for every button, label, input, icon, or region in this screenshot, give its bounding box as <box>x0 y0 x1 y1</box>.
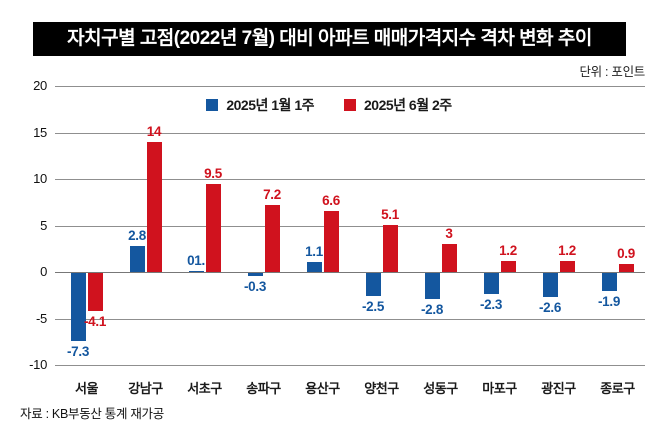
bar-jun-송파구 <box>264 205 280 272</box>
bar-value-jan-양천구: -2.5 <box>361 299 385 315</box>
source-label: 자료 : KB부동산 통계 재가공 <box>20 407 164 421</box>
bar-value-jun-성동구: 3 <box>445 226 453 242</box>
y-axis-tick-0: 0 <box>40 264 47 279</box>
unit-label: 단위 : 포인트 <box>579 65 645 79</box>
bar-jun-광진구 <box>559 260 575 272</box>
bar-jan-강남구 <box>129 245 145 272</box>
bar-value-jun-송파구: 7.2 <box>263 187 281 203</box>
x-axis-label-마포구: 마포구 <box>482 381 517 396</box>
bar-jun-양천구 <box>382 224 398 272</box>
chart-title: 자치구별 고점(2022년 7월) 대비 아파트 매매가격지수 격차 변화 추이 <box>67 28 592 49</box>
bar-value-jan-송파구: -0.3 <box>243 278 267 294</box>
bar-jun-종로구 <box>618 263 634 272</box>
bar-jun-용산구 <box>323 210 339 272</box>
x-axis-label-송파구: 송파구 <box>246 381 281 396</box>
x-axis-label-양천구: 양천구 <box>364 381 399 396</box>
y-axis-tick-15: 15 <box>33 125 47 140</box>
bar-value-jun-양천구: 5.1 <box>381 206 399 222</box>
chart-title-banner: 자치구별 고점(2022년 7월) 대비 아파트 매매가격지수 격차 변화 추이 <box>33 22 626 56</box>
bar-jan-마포구 <box>483 273 499 295</box>
bar-value-jan-용산구: 1.1 <box>305 243 323 259</box>
bar-value-jan-서울: -7.3 <box>66 343 90 359</box>
bar-jan-송파구 <box>247 273 263 276</box>
legend-item-jan: 2025년 1월 1주 <box>206 95 314 115</box>
gridline-y-10 <box>55 179 645 180</box>
gridline-y--10 <box>55 365 645 366</box>
bar-value-jan-강남구: 2.8 <box>128 227 146 243</box>
bar-value-jan-성동구: -2.8 <box>420 302 444 318</box>
legend-label-jan: 2025년 1월 1주 <box>226 97 314 113</box>
bar-jan-광진구 <box>542 273 558 298</box>
chart-legend: 2025년 1월 1주 2025년 6월 2주 <box>0 95 658 115</box>
bar-value-jun-용산구: 6.6 <box>322 192 340 208</box>
bar-value-jun-광진구: 1.2 <box>558 242 576 258</box>
x-axis-label-서초구: 서초구 <box>187 381 222 396</box>
bar-value-jun-서울: -4.1 <box>83 314 107 330</box>
bar-value-jun-종로구: 0.9 <box>617 245 635 261</box>
x-axis-label-용산구: 용산구 <box>305 381 340 396</box>
bar-jun-성동구 <box>441 244 457 272</box>
gridline-y-20 <box>55 86 645 87</box>
x-axis-label-서울: 서울 <box>75 381 98 396</box>
bar-jan-용산구 <box>306 261 322 272</box>
y-axis-tick-20: 20 <box>33 78 47 93</box>
bar-value-jan-광진구: -2.6 <box>538 300 562 316</box>
y-axis-tick-5: 5 <box>40 218 47 233</box>
bar-value-jun-마포구: 1.2 <box>499 242 517 258</box>
y-axis-tick--5: -5 <box>36 311 47 326</box>
x-axis-label-광진구: 광진구 <box>541 381 576 396</box>
bar-jun-서초구 <box>205 183 221 272</box>
y-axis-tick--10: -10 <box>29 357 47 372</box>
bar-jan-양천구 <box>365 273 381 297</box>
bar-value-jan-마포구: -2.3 <box>479 297 503 313</box>
x-axis-label-종로구: 종로구 <box>600 381 635 396</box>
bar-value-jan-종로구: -1.9 <box>597 293 621 309</box>
legend-swatch-blue <box>206 99 219 111</box>
bar-jun-서울 <box>87 273 103 312</box>
legend-item-jun: 2025년 6월 2주 <box>344 95 452 115</box>
legend-label-jun: 2025년 6월 2주 <box>364 97 452 113</box>
bar-jan-성동구 <box>424 273 440 300</box>
zero-axis-line <box>55 272 645 273</box>
bar-jan-종로구 <box>601 273 617 291</box>
y-axis-tick-10: 10 <box>33 171 47 186</box>
bar-value-jan-서초구: 01. <box>187 252 205 268</box>
bar-jun-마포구 <box>500 260 516 272</box>
legend-swatch-red <box>344 99 356 111</box>
gridline-y-15 <box>55 133 645 134</box>
bar-jan-서울 <box>70 273 86 341</box>
x-axis-label-강남구: 강남구 <box>128 381 163 396</box>
gridline-y--5 <box>55 319 645 320</box>
bar-value-jun-강남구: 14 <box>146 123 162 139</box>
bar-jun-강남구 <box>146 141 162 272</box>
gridline-y-5 <box>55 226 645 227</box>
bar-value-jun-서초구: 9.5 <box>204 165 222 181</box>
x-axis-label-성동구: 성동구 <box>423 381 458 396</box>
bar-jan-서초구 <box>188 270 204 272</box>
